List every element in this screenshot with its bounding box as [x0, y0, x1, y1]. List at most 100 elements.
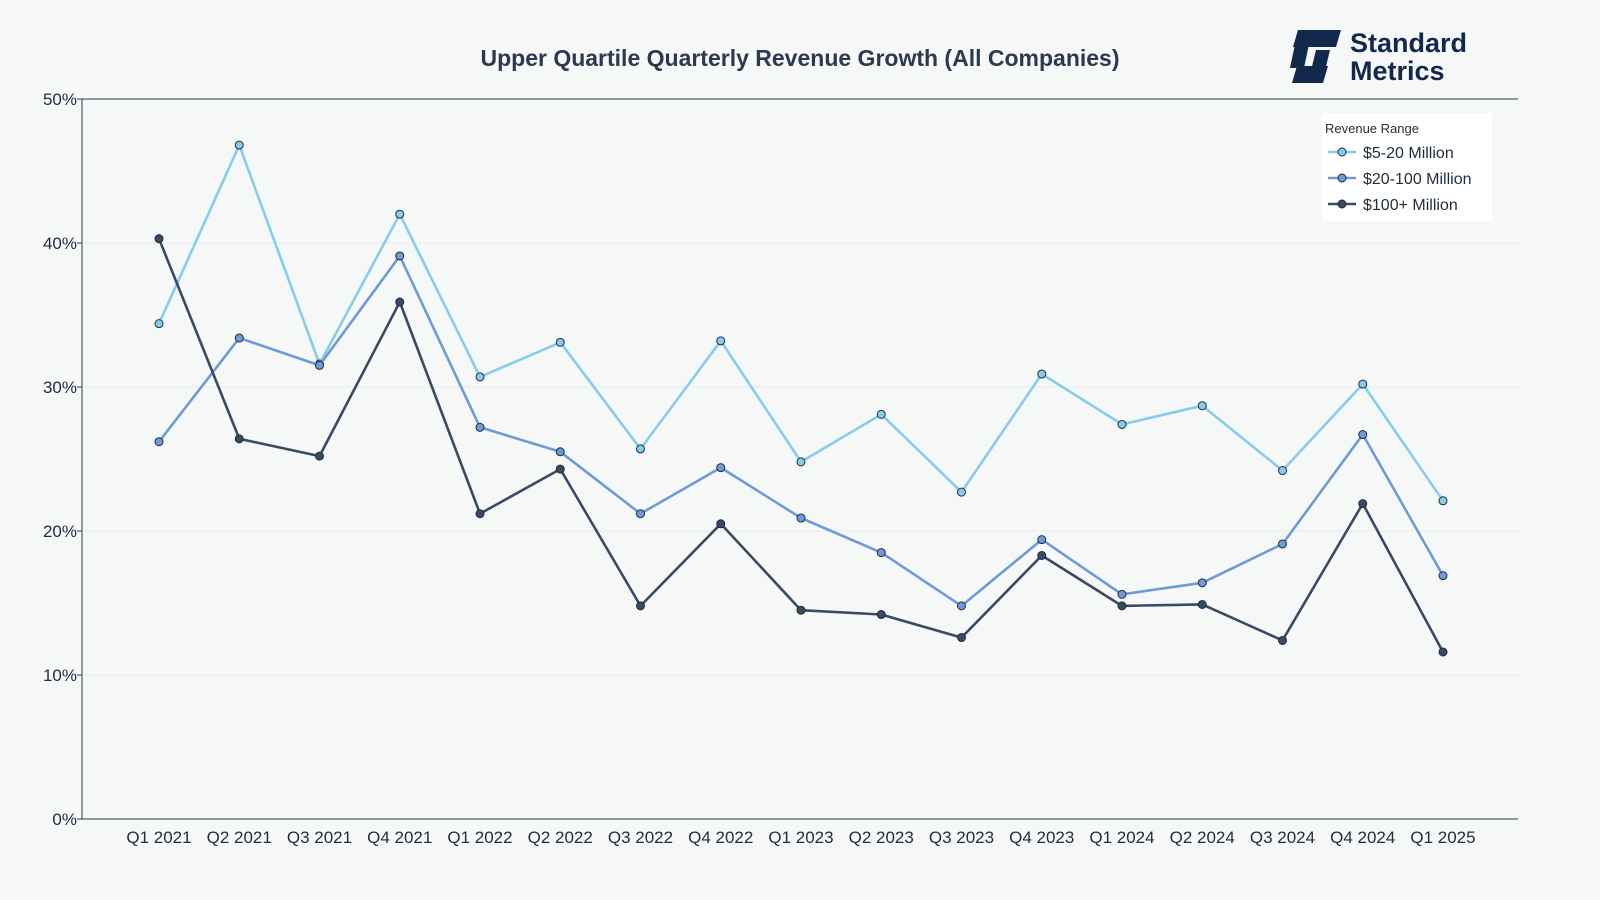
- y-tick-label: 20%: [43, 522, 77, 541]
- data-point: [796, 513, 806, 523]
- standard-metrics-logo-icon: [1290, 30, 1341, 83]
- legend-swatch-marker: [1337, 147, 1347, 157]
- data-point: [957, 487, 966, 497]
- x-tick-label: Q3 2022: [608, 828, 673, 847]
- data-point: [1197, 401, 1207, 411]
- data-point: [1117, 589, 1127, 599]
- data-point: [315, 451, 324, 461]
- data-point: [1278, 539, 1287, 549]
- x-tick-label: Q3 2021: [287, 828, 352, 847]
- x-tick-label: Q1 2023: [768, 828, 833, 847]
- series-1: [154, 140, 1448, 506]
- data-point: [395, 251, 405, 261]
- legend-item: $100+ Million: [1328, 197, 1458, 214]
- data-point: [1197, 578, 1207, 588]
- legend-label: $20-100 Million: [1363, 171, 1472, 188]
- legend-title: Revenue Range: [1325, 121, 1419, 136]
- data-point: [154, 319, 164, 329]
- data-point: [475, 422, 485, 432]
- data-point: [475, 372, 485, 382]
- data-point: [395, 297, 405, 307]
- data-point: [1358, 379, 1368, 389]
- data-point: [1278, 466, 1287, 476]
- data-point: [315, 360, 324, 370]
- x-tick-labels: Q1 2021 Q2 2021 Q3 2021 Q4 2021 Q1 2022 Q2 20…: [126, 828, 1475, 847]
- x-tick-label: Q4 2024: [1330, 828, 1395, 847]
- axes: [81, 98, 1518, 820]
- data-point: [716, 519, 726, 529]
- data-point: [154, 234, 164, 244]
- brand-name-line1: Standard: [1350, 28, 1467, 58]
- legend-label: $100+ Million: [1363, 197, 1458, 214]
- data-point: [555, 447, 565, 457]
- data-point: [957, 601, 966, 611]
- x-tick-label: Q2 2022: [528, 828, 593, 847]
- x-tick-label: Q1 2022: [447, 828, 512, 847]
- data-point: [636, 601, 645, 611]
- data-point: [636, 509, 645, 519]
- data-point: [716, 336, 726, 346]
- data-point: [796, 605, 806, 615]
- x-tick-label: Q1 2024: [1089, 828, 1154, 847]
- data-point: [1117, 419, 1127, 429]
- data-point: [234, 333, 244, 343]
- series-line: [157, 254, 1445, 608]
- data-point: [876, 409, 886, 419]
- data-point: [395, 209, 405, 219]
- legend-swatch-marker: [1337, 173, 1347, 183]
- y-tick-label: 40%: [43, 234, 77, 253]
- legend-item: $20-100 Million: [1328, 171, 1472, 188]
- data-point: [1037, 369, 1047, 379]
- data-point: [1278, 635, 1287, 645]
- data-point: [1438, 571, 1448, 581]
- y-tick-labels: 0% 10% 20% 30% 40% 50%: [43, 90, 77, 829]
- data-point: [1438, 496, 1448, 506]
- legend-items: $5-20 Million $20-100 Million $100+ Millio…: [1328, 145, 1472, 214]
- x-tick-label: Q1 2025: [1410, 828, 1475, 847]
- data-point: [1438, 647, 1448, 657]
- data-point: [1117, 601, 1127, 611]
- x-tick-label: Q2 2024: [1170, 828, 1235, 847]
- x-tick-label: Q4 2023: [1009, 828, 1074, 847]
- y-tick-label: 30%: [43, 378, 77, 397]
- data-point: [1197, 599, 1207, 609]
- data-point: [796, 457, 806, 467]
- x-tick-label: Q4 2022: [688, 828, 753, 847]
- data-point: [1037, 535, 1047, 545]
- x-tick-label: Q2 2023: [849, 828, 914, 847]
- data-point: [636, 444, 645, 454]
- legend-item: $5-20 Million: [1328, 145, 1454, 162]
- data-point: [555, 337, 565, 347]
- series-lines: [154, 140, 1448, 657]
- legend-swatch-marker: [1337, 199, 1347, 209]
- series-2: [154, 251, 1448, 611]
- x-tick-label: Q3 2024: [1250, 828, 1315, 847]
- data-point: [1037, 550, 1047, 560]
- x-tick-label: Q2 2021: [207, 828, 272, 847]
- y-tick-label: 0%: [52, 810, 77, 829]
- data-point: [154, 437, 164, 447]
- data-point: [234, 434, 244, 444]
- x-tick-label: Q3 2023: [929, 828, 994, 847]
- data-point: [716, 463, 726, 473]
- legend: Revenue Range $5-20 Million $20-100 Milli…: [1322, 113, 1492, 221]
- data-point: [1358, 430, 1368, 440]
- x-tick-label: Q4 2021: [367, 828, 432, 847]
- data-point: [1358, 499, 1368, 509]
- data-point: [957, 633, 966, 643]
- x-tick-label: Q1 2021: [126, 828, 191, 847]
- brand-name-line2: Metrics: [1350, 56, 1445, 86]
- data-point: [475, 509, 485, 519]
- series-3: [154, 234, 1448, 657]
- gridlines: [77, 98, 1518, 820]
- y-tick-label: 50%: [43, 90, 77, 109]
- legend-label: $5-20 Million: [1363, 145, 1454, 162]
- brand-logo: Standard Metrics: [1290, 28, 1467, 86]
- y-tick-label: 10%: [43, 666, 77, 685]
- data-point: [555, 464, 565, 474]
- chart-title: Upper Quartile Quarterly Revenue Growth …: [480, 45, 1119, 71]
- data-point: [234, 140, 244, 150]
- data-point: [876, 610, 886, 620]
